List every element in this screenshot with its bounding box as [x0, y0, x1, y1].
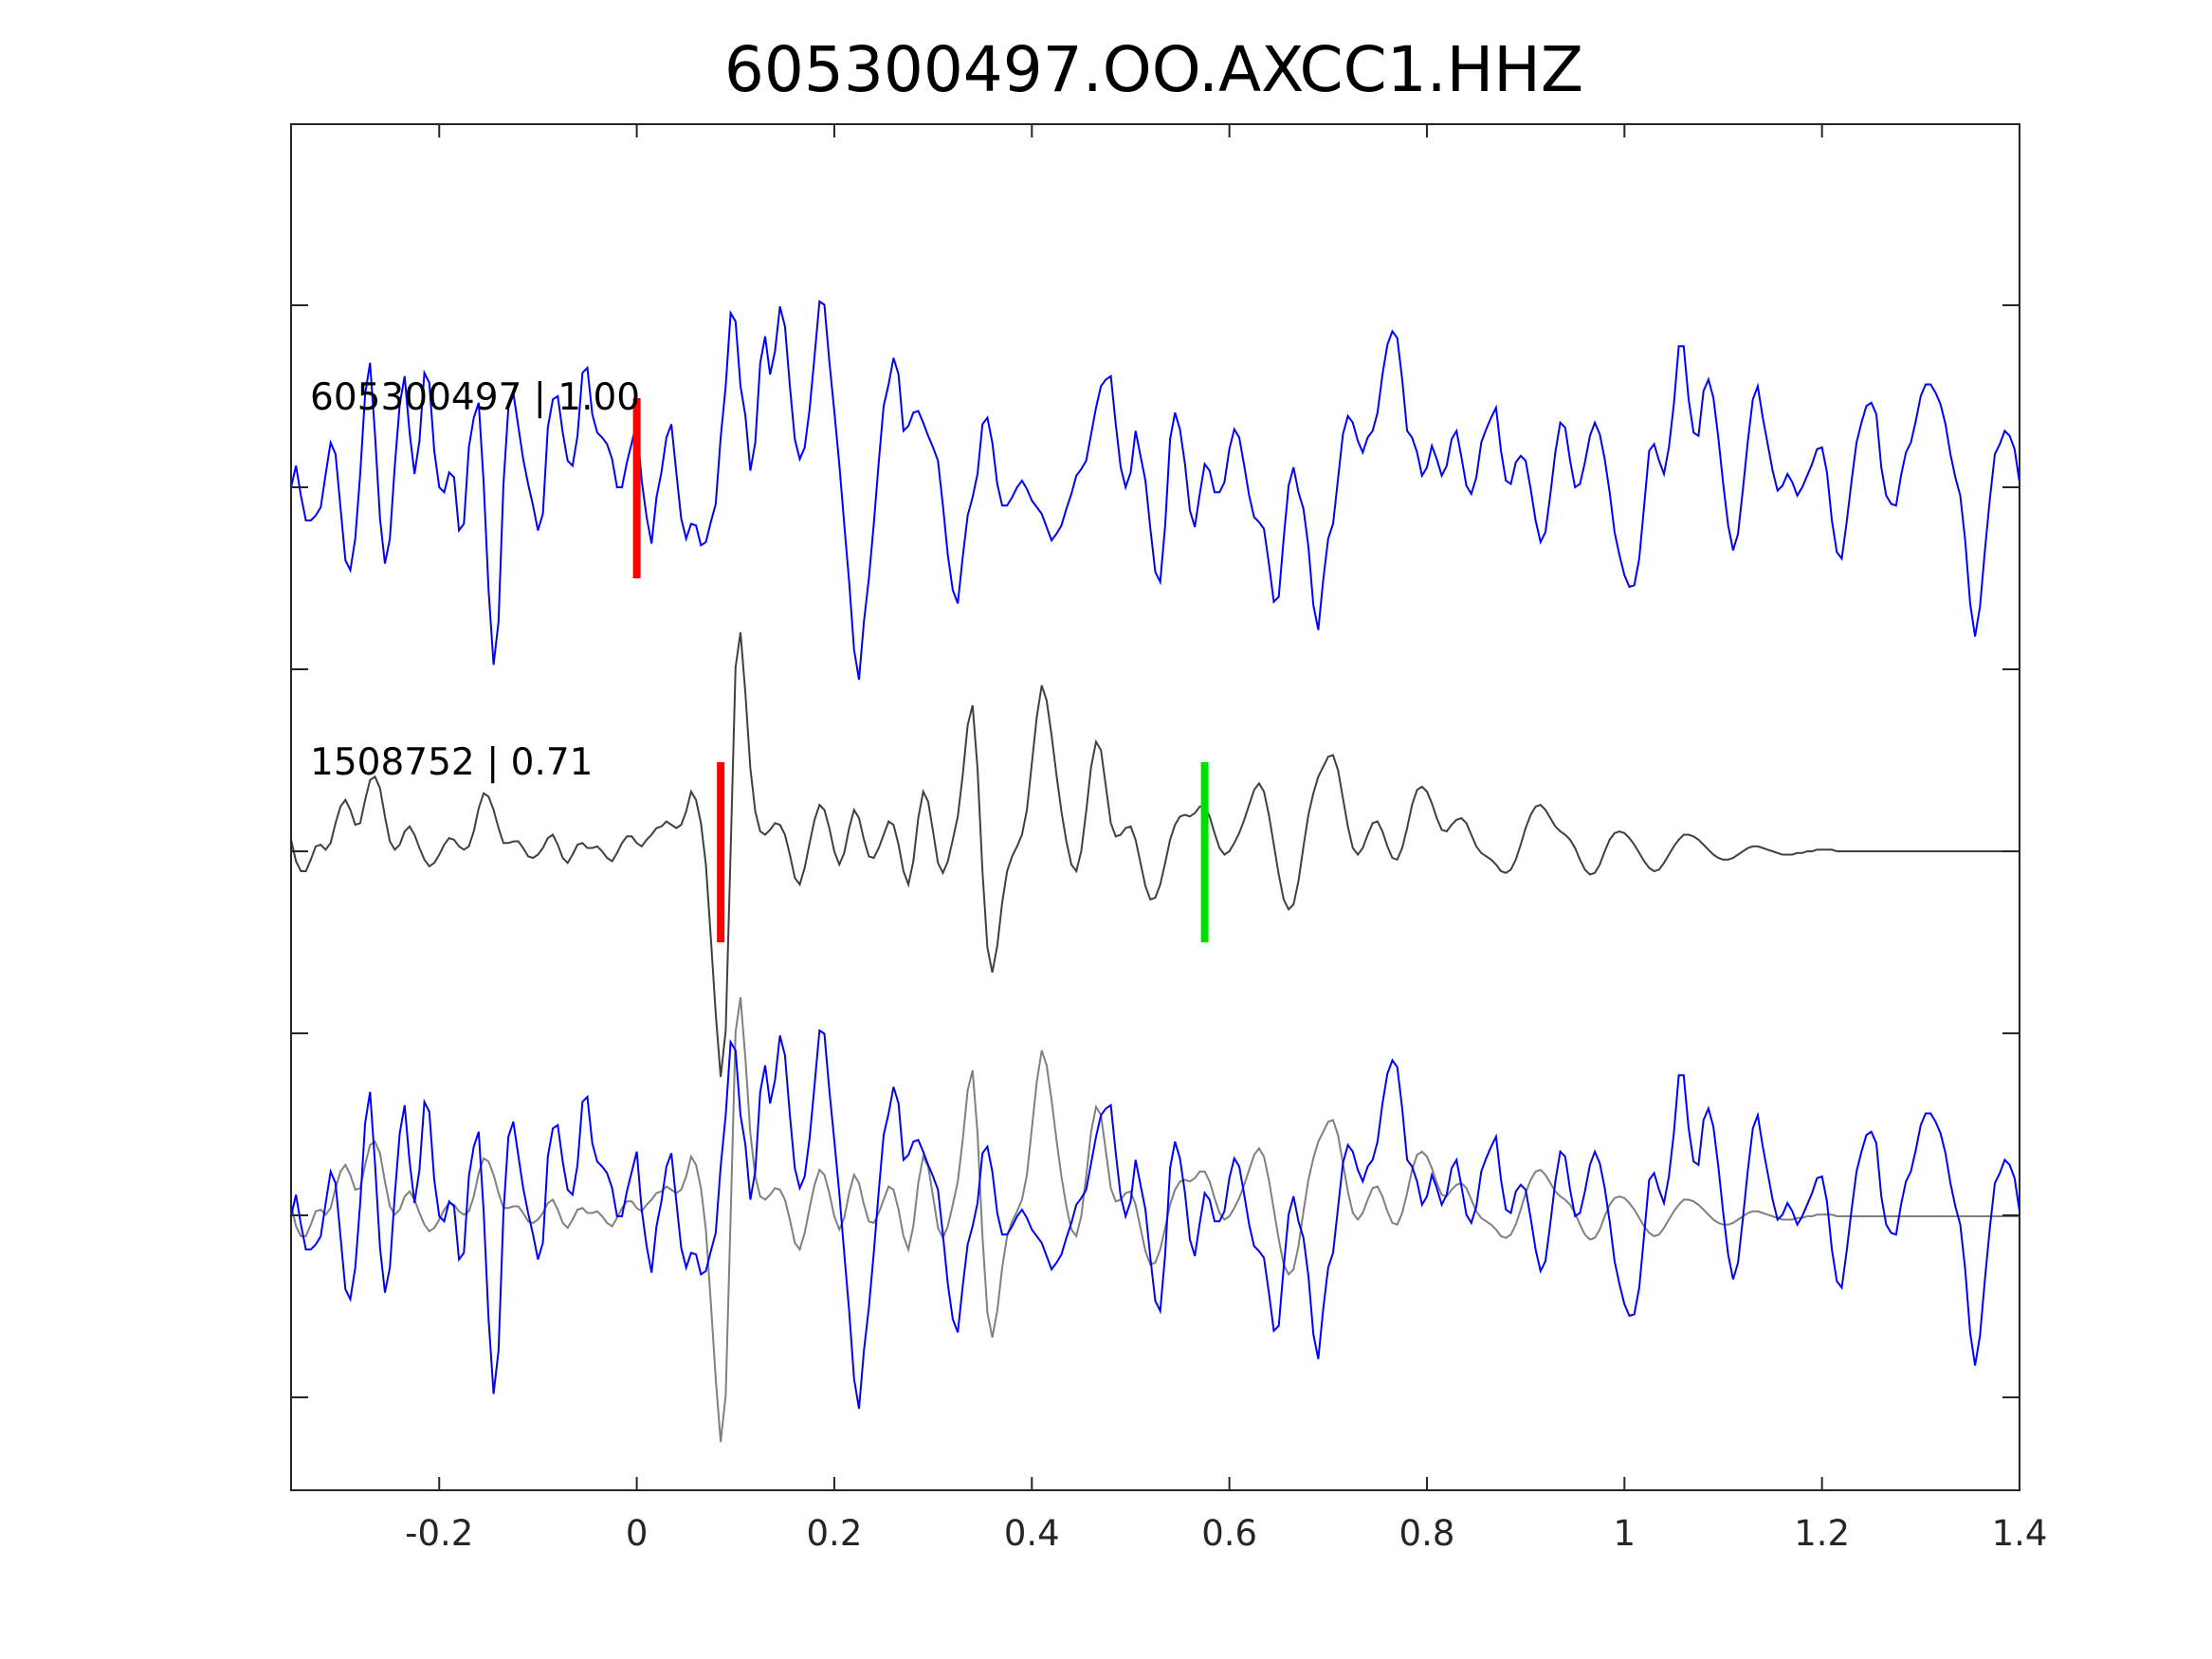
trace-target: [290, 300, 2020, 681]
trace-overlay-target: [290, 1029, 2020, 1410]
x-tick-label: 0.6: [1201, 1513, 1257, 1554]
x-tick-label: 0.2: [807, 1513, 863, 1554]
phase-picks: [632, 398, 1209, 942]
plot-background: [291, 124, 2020, 1490]
x-tick-label: 1: [1614, 1513, 1636, 1554]
x-tick-label: -0.2: [405, 1513, 473, 1554]
x-tick-label: 0.8: [1399, 1513, 1455, 1554]
panel-labels: 605300497 | 1.00 1508752 | 0.71: [310, 376, 640, 784]
chart-title: 605300497.OO.AXCC1.HHZ: [724, 33, 1583, 106]
plot-frame: [290, 123, 2020, 1491]
trace-label-target: 605300497 | 1.00: [310, 376, 640, 419]
trace-overlay-template: [290, 996, 2020, 1443]
y-axis-ticks: [291, 304, 2020, 1398]
trace-template: [290, 631, 2020, 1078]
plot-area: 605300497 | 1.00 1508752 | 0.71 -0.2 0 0.2…: [290, 123, 2047, 1554]
trace-layer: [290, 300, 2020, 1443]
x-tick-label: 0.4: [1004, 1513, 1060, 1554]
x-axis-ticks: -0.2 0 0.2 0.4 0.6 0.8 1 1.2 1.4: [405, 124, 2047, 1554]
x-tick-label: 0: [626, 1513, 649, 1554]
x-tick-label: 1.2: [1794, 1513, 1850, 1554]
trace-label-template: 1508752 | 0.71: [310, 741, 593, 784]
x-tick-label: 1.4: [1992, 1513, 2048, 1554]
